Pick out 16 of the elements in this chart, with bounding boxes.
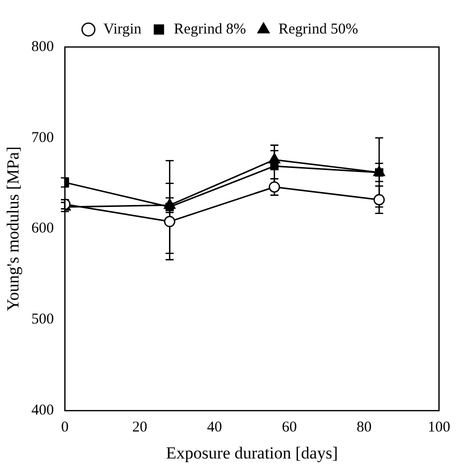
y-tick-label: 800	[31, 38, 54, 55]
legend-label: Regrind 50%	[278, 21, 358, 38]
x-tick-label: 40	[207, 420, 222, 436]
x-axis-title: Exposure duration [days]	[166, 443, 338, 462]
x-tick-label: 20	[132, 420, 148, 436]
y-tick-label: 500	[31, 312, 54, 328]
x-tick-label: 80	[356, 420, 372, 436]
y-tick-label: 400	[31, 402, 54, 419]
x-tick-label: 0	[61, 420, 69, 436]
y-axis-title: Young's modulus [MPa]	[4, 146, 23, 312]
legend-label: Virgin	[103, 21, 142, 38]
x-tick-label: 100	[428, 420, 450, 436]
y-tick-label: 700	[31, 130, 54, 146]
y-tick-label: 600	[31, 220, 54, 237]
x-tick-label: 60	[282, 420, 297, 436]
legend-label: Regrind 8%	[174, 21, 246, 38]
